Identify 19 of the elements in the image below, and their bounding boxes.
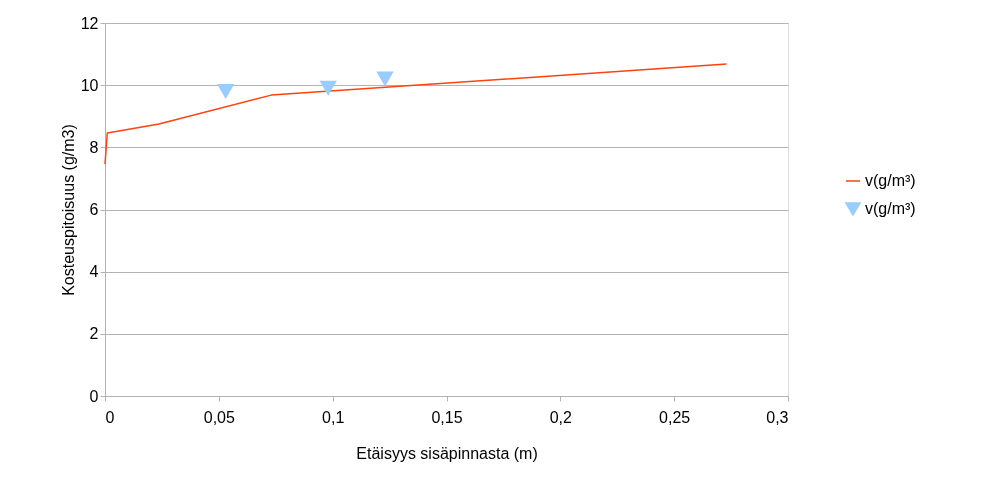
y-tick-label: 6 — [89, 201, 99, 218]
x-tick-label: 0 — [105, 408, 115, 426]
y-tick-label: 12 — [80, 14, 99, 32]
x-tick-label: 0,25 — [659, 408, 691, 426]
x-tick-label: 0,2 — [549, 408, 573, 426]
x-axis-title: Etäisyys sisäpinnasta (m) — [356, 444, 538, 462]
y-axis-title: Kosteuspitoisuus (g/m3) — [59, 124, 77, 296]
x-tick-label: 0,05 — [203, 408, 236, 426]
x-tick-label: 0,3 — [766, 408, 789, 426]
y-tick-label: 0 — [89, 387, 99, 405]
y-tick-label: 4 — [89, 263, 99, 281]
line-series — [104, 63, 728, 165]
x-tick-label: 0,1 — [322, 408, 345, 426]
y-tick-label: 2 — [89, 325, 99, 343]
legend-label: v(g/m³) — [865, 172, 916, 189]
y-tick-label: 10 — [80, 76, 99, 94]
x-tick-label: 0,15 — [431, 408, 463, 426]
y-tick-label: 8 — [89, 138, 99, 156]
legend-label: v(g/m³) — [865, 200, 916, 217]
